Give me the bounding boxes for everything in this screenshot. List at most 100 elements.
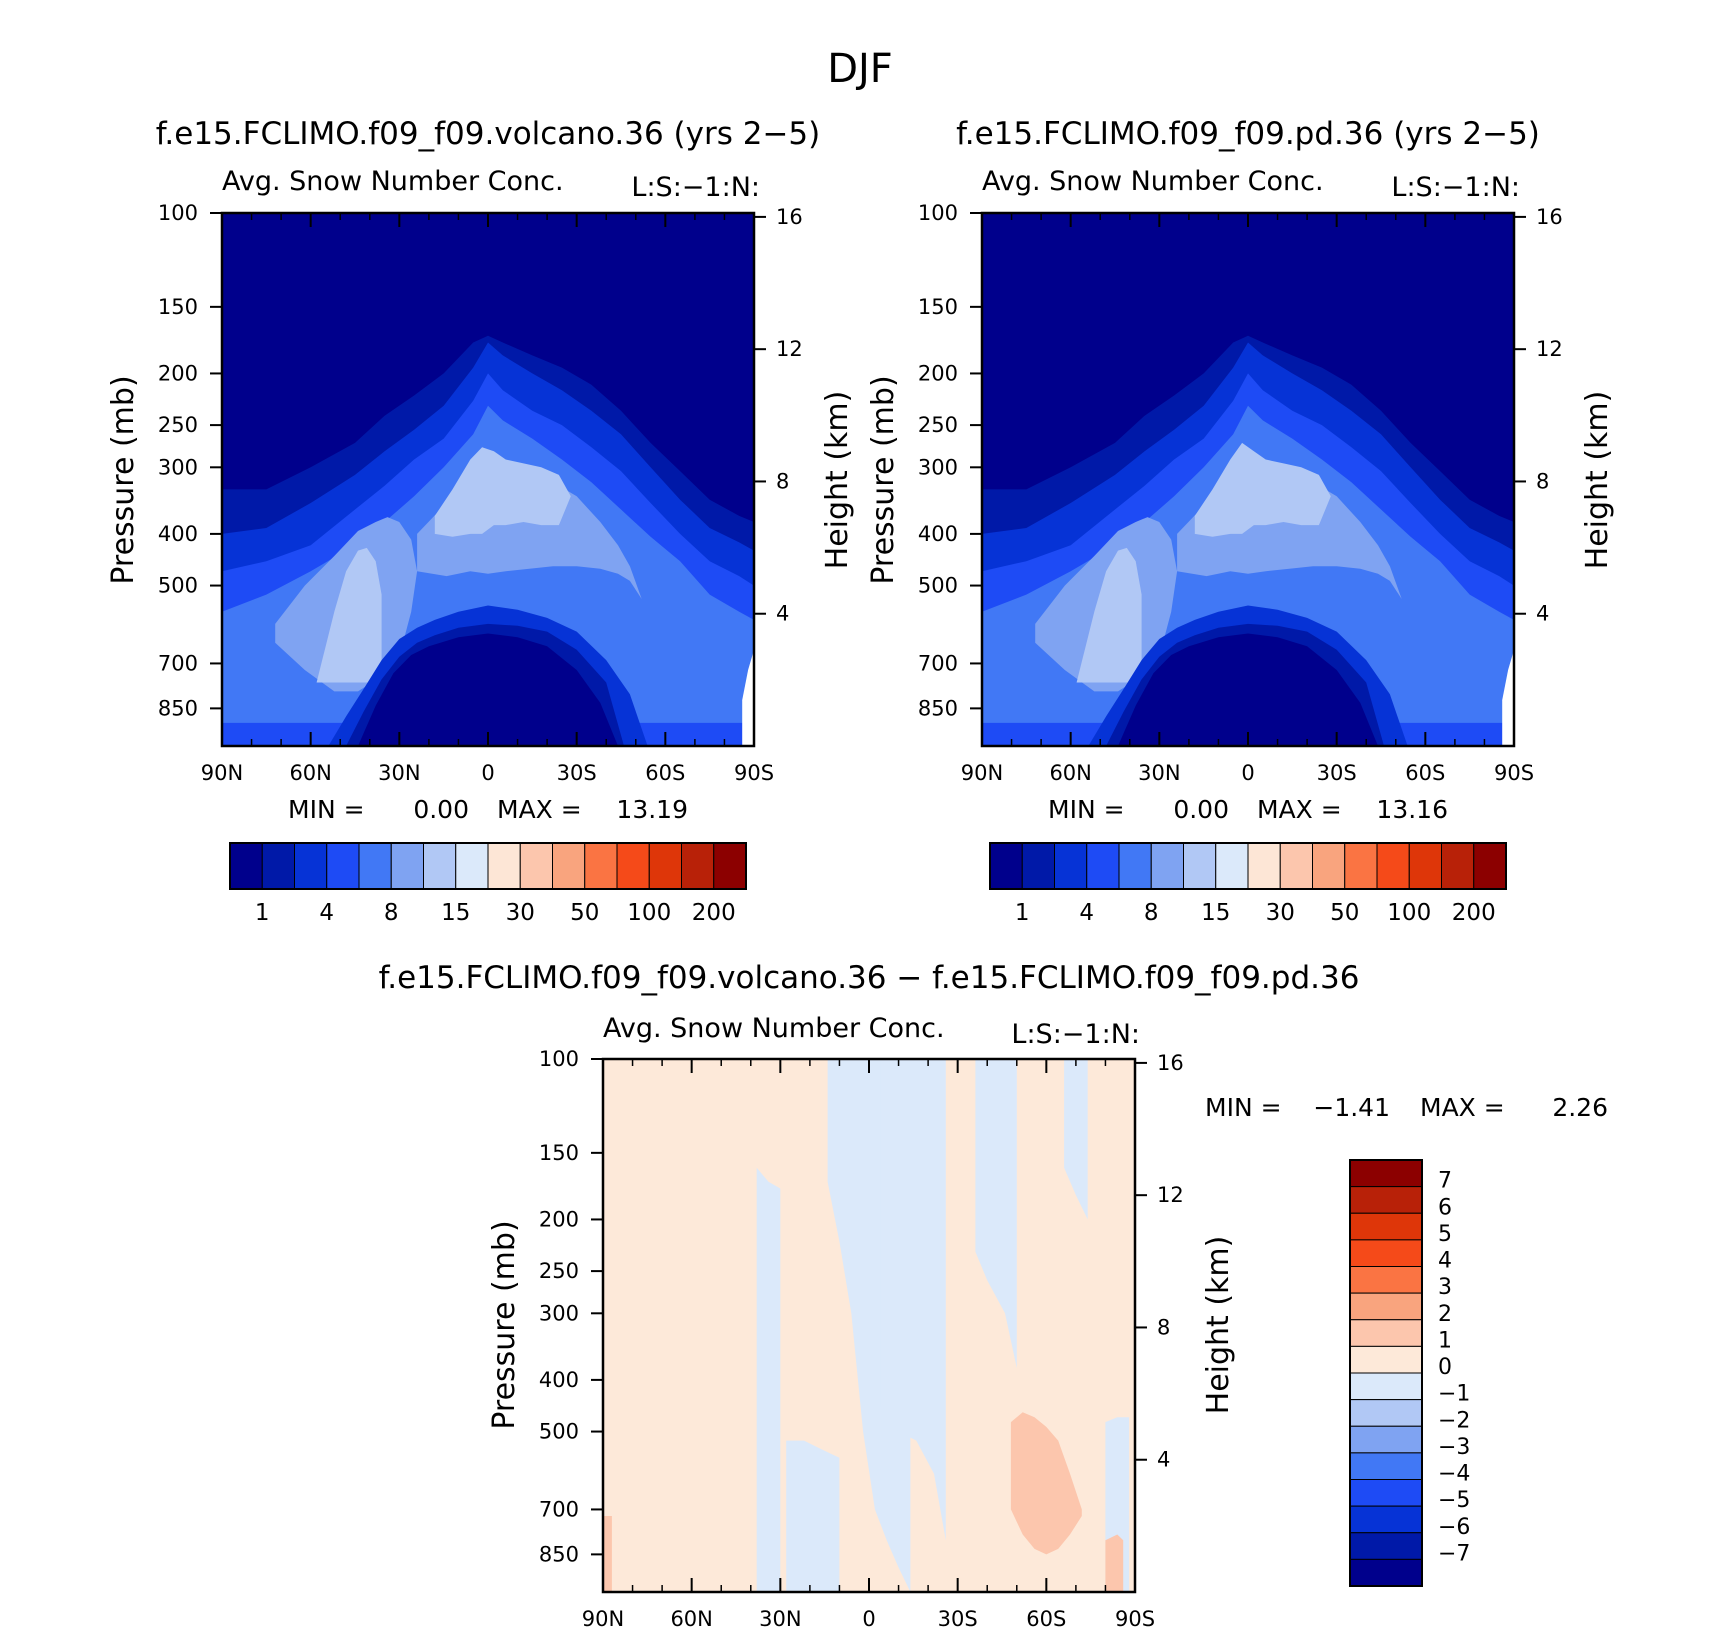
x-tick-label: 60N	[1049, 761, 1091, 785]
contour-region	[1194, 442, 1331, 537]
colorbar-label: 30	[506, 900, 535, 926]
colorbar-swatch	[1349, 1372, 1423, 1401]
panel-pd-colorbar: 1 4 8 15 30 50 100 200	[989, 842, 1507, 926]
panel-pd-corner-label: L:S:−1:N:	[1391, 172, 1520, 203]
colorbar-swatch	[1150, 842, 1184, 890]
colorbar-label: 100	[627, 900, 671, 926]
colorbar-label: 8	[384, 900, 399, 926]
colorbar-label: 1	[1438, 1328, 1452, 1353]
y-tick-label: 700	[158, 651, 198, 675]
colorbar-label: 15	[441, 900, 470, 926]
colorbar-swatch	[1473, 842, 1507, 890]
y-right-tick-label: 12	[1536, 337, 1563, 361]
x-tick-label: 60N	[670, 1607, 712, 1631]
colorbar-swatch	[1349, 1159, 1423, 1188]
colorbar-label: 200	[692, 900, 736, 926]
colorbar-label: 50	[570, 900, 599, 926]
panel-pd-max-value: 13.16	[1376, 795, 1448, 824]
colorbar-label: 6	[1438, 1195, 1452, 1220]
y-right-tick-label: 4	[1536, 602, 1549, 626]
contour-region	[880, 1059, 946, 1541]
colorbar-label: 8	[1144, 900, 1159, 926]
colorbar-label: −1	[1438, 1382, 1470, 1407]
x-tick-label: 30S	[1317, 761, 1357, 785]
colorbar-swatch	[1183, 842, 1217, 890]
y-right-tick-label: 12	[776, 337, 803, 361]
panel-volcano-max-value: 13.19	[616, 795, 688, 824]
y-tick-label: 850	[158, 696, 198, 720]
y-right-tick-label: 8	[1536, 469, 1549, 493]
panel-pd-ylabel-right: Height (km)	[1580, 391, 1615, 570]
panel-volcano-colorbar: 1 4 8 15 30 50 100 200	[229, 842, 747, 926]
y-tick-label: 250	[539, 1259, 579, 1283]
y-right-tick-label: 4	[776, 602, 789, 626]
colorbar-swatch	[1118, 842, 1152, 890]
x-tick-label: 60S	[1026, 1607, 1066, 1631]
y-tick-label: 150	[539, 1141, 579, 1165]
x-tick-label: 30S	[557, 761, 597, 785]
x-tick-label: 90N	[201, 761, 243, 785]
contour-region	[434, 447, 571, 537]
colorbar-label: 4	[1079, 900, 1094, 926]
contour-region	[1502, 649, 1514, 746]
x-tick-label: 90N	[961, 761, 1003, 785]
colorbar-swatch	[648, 842, 682, 890]
y-tick-label: 400	[539, 1368, 579, 1392]
colorbar-swatch	[1349, 1212, 1423, 1241]
y-tick-label: 500	[158, 574, 198, 598]
colorbar-label: 30	[1266, 900, 1295, 926]
contour-region	[358, 633, 618, 746]
colorbar-swatch	[1349, 1558, 1423, 1587]
panel-volcano-min-label: MIN =	[288, 795, 365, 824]
colorbar-swatch	[1349, 1399, 1423, 1427]
contour-region	[603, 1516, 612, 1592]
panel-diff-subtitle: Avg. Snow Number Conc.	[603, 1013, 945, 1044]
panel-diff-min-label: MIN =	[1205, 1093, 1282, 1122]
colorbar-label: 3	[1438, 1275, 1452, 1300]
contour-region	[975, 1059, 1017, 1368]
contour-region	[1076, 547, 1142, 683]
contour-region	[1105, 1534, 1124, 1592]
colorbar-swatch	[358, 842, 392, 890]
colorbar-swatch	[1349, 1292, 1423, 1321]
colorbar-swatch	[1349, 1425, 1423, 1454]
y-right-tick-label: 12	[1157, 1183, 1184, 1207]
colorbar-swatch	[1349, 1452, 1423, 1480]
y-tick-label: 700	[539, 1497, 579, 1521]
y-right-tick-label: 16	[1536, 205, 1563, 229]
colorbar-swatch	[1054, 842, 1088, 890]
panel-pd-min-label: MIN =	[1048, 795, 1125, 824]
colorbar-swatch	[1349, 1266, 1423, 1294]
colorbar-swatch	[584, 842, 618, 890]
colorbar-swatch	[423, 842, 457, 890]
colorbar-swatch	[519, 842, 553, 890]
y-tick-label: 250	[918, 413, 958, 437]
contour-region	[316, 547, 382, 683]
panel-pd-field	[982, 213, 1514, 746]
x-tick-label: 60S	[1405, 761, 1445, 785]
colorbar-label: −3	[1438, 1435, 1470, 1460]
panel-diff-corner-label: L:S:−1:N:	[1011, 1019, 1140, 1050]
y-tick-label: 200	[158, 361, 198, 385]
y-tick-label: 150	[918, 295, 958, 319]
panel-volcano-ylabel-right: Height (km)	[820, 391, 855, 570]
x-tick-label: 90S	[1494, 761, 1534, 785]
x-tick-label: 0	[1241, 761, 1254, 785]
colorbar-label: 1	[255, 900, 270, 926]
panel-diff-field	[603, 1059, 1135, 1592]
colorbar-swatch	[1312, 842, 1346, 890]
panel-diff-title: f.e15.FCLIMO.f09_f09.volcano.36 − f.e15.…	[379, 960, 1360, 996]
colorbar-swatch	[1349, 1345, 1423, 1374]
contour-region	[742, 649, 754, 746]
colorbar-label: 5	[1438, 1222, 1452, 1247]
y-tick-label: 200	[918, 361, 958, 385]
panel-volcano-min-value: 0.00	[413, 795, 469, 824]
colorbar-swatch	[1349, 1532, 1423, 1560]
colorbar-label: 7	[1438, 1169, 1452, 1194]
colorbar-label: 2	[1438, 1302, 1452, 1327]
panel-pd: f.e15.FCLIMO.f09_f09.pd.36 (yrs 2−5) Avg…	[866, 116, 1615, 926]
colorbar-swatch	[1349, 1239, 1423, 1267]
colorbar-frame	[229, 842, 747, 890]
panel-pd-max-label: MAX =	[1257, 795, 1342, 824]
